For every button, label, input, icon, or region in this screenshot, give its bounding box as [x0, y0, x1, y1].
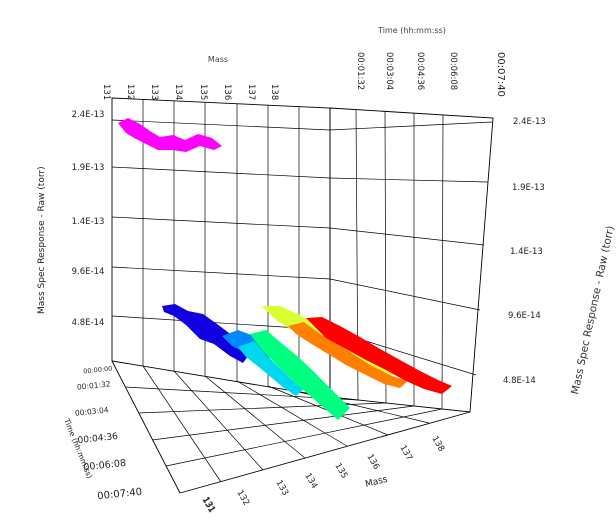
ribbon-series-1	[162, 304, 251, 363]
x-axis-title-floor: Mass	[364, 475, 389, 490]
z-tick-top: 00:07:40	[495, 52, 506, 97]
ribbon-series-4	[250, 330, 350, 420]
x-tick-floor: 132	[234, 489, 251, 508]
ribbon-series-6	[288, 322, 408, 388]
x-tick-floor: 137	[397, 444, 414, 463]
x-tick-top: 135	[198, 84, 208, 100]
x-tick-top: 133	[149, 84, 159, 100]
y-tick-left: 9.6E-14	[72, 267, 105, 277]
y-tick-right: 2.4E-13	[513, 117, 546, 127]
x-tick-floor: 136	[364, 453, 381, 472]
y-tick-right: 4.8E-14	[503, 376, 536, 386]
x-tick-top: 134	[173, 84, 183, 100]
z-tick-floor: 00:01:32	[77, 379, 112, 391]
y-tick-right: 1.4E-13	[510, 247, 543, 257]
y-tick-right: 1.9E-13	[512, 183, 545, 193]
y-tick-left: 1.4E-13	[72, 217, 105, 227]
y-tick-left: 4.8E-14	[72, 318, 105, 328]
z-tick-top: 00:06:08	[448, 52, 458, 90]
x-tick-top: 131	[101, 84, 111, 100]
z-tick-floor: 00:07:40	[97, 487, 143, 503]
ribbon-series-7	[306, 317, 452, 394]
data-ribbons	[118, 118, 452, 420]
x-tick-floor: 138	[429, 435, 446, 454]
axis-labels: Mass Time (hh:mm:ss) Mass Spec Response …	[37, 26, 616, 490]
x-tick-top: 137	[246, 84, 256, 100]
z-tick-floor: 00:06:08	[83, 458, 127, 473]
z-tick-top: 00:01:32	[355, 52, 365, 90]
y-tick-right: 9.6E-14	[508, 311, 541, 321]
grid-lines	[111, 97, 494, 494]
x-tick-top: 136	[222, 84, 232, 100]
y-tick-left: 2.4E-13	[72, 110, 105, 120]
z-tick-floor: 00:00:00	[83, 365, 113, 376]
x-tick-floor: 134	[302, 472, 319, 491]
ribbon-series-0	[118, 118, 222, 152]
x-tick-top: 132	[125, 84, 135, 100]
x-axis-title-top: Mass	[208, 55, 228, 64]
z-axis-title-top: Time (hh:mm:ss)	[377, 26, 446, 35]
x-tick-top: 138	[269, 84, 279, 100]
ribbon-series-3	[238, 341, 304, 396]
z-tick-floor: 00:03:04	[75, 405, 110, 417]
z-tick-top: 00:03:04	[384, 52, 394, 90]
y-axis-title-left: Mass Spec Response - Raw (torr)	[37, 166, 47, 314]
y-tick-left: 1.9E-13	[72, 163, 105, 173]
z-tick-top: 00:04:36	[415, 52, 425, 90]
x-tick-floor: 133	[273, 479, 290, 498]
x-tick-floor: 135	[332, 462, 349, 481]
y-axis-title-right: Mass Spec Response - Raw (torr)	[569, 225, 616, 396]
z-tick-floor: 00:04:36	[77, 432, 119, 446]
